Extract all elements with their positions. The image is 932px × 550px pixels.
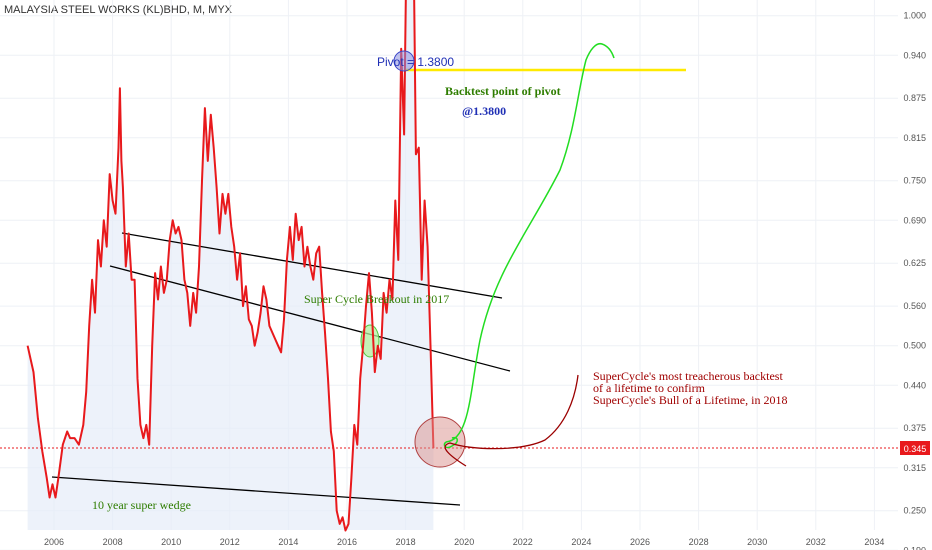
backtest-curve <box>444 374 579 467</box>
last-price-badge: 0.345 <box>900 441 930 455</box>
y-tick-label: 0.940 <box>903 50 926 60</box>
x-tick-label: 2028 <box>689 537 709 547</box>
y-tick-label: 0.250 <box>903 506 926 516</box>
breakout-label: Super Cycle Breakout in 2017 <box>304 292 449 306</box>
x-tick-label: 2016 <box>337 537 357 547</box>
wedge-bottom-line <box>51 476 461 506</box>
y-axis: 1.4401.3751.3151.2501.1901.1251.0651.000… <box>903 11 926 550</box>
projection-curve <box>445 42 615 443</box>
x-tick-label: 2012 <box>220 537 240 547</box>
x-tick-label: 2014 <box>278 537 298 547</box>
y-tick-label: 0.190 <box>903 545 926 550</box>
pivot-label: Pivot = 1.3800 <box>377 55 454 69</box>
x-tick-label: 2032 <box>806 537 826 547</box>
x-tick-label: 2008 <box>103 537 123 547</box>
x-tick-label: 2030 <box>747 537 767 547</box>
price-area-fill <box>27 0 434 531</box>
x-axis: 2006 2008 2010 2012 2014 2016 2018 2020 2022 2024… <box>44 537 884 547</box>
y-tick-label: 0.690 <box>903 215 926 225</box>
upper-channel-line <box>121 232 503 299</box>
chart-title: MALAYSIA STEEL WORKS (KL)BHD, M, MYX <box>4 4 232 16</box>
price-line <box>26 0 435 532</box>
supercycle-label-line3: SuperCycle's Bull of a Lifetime, in 2018 <box>593 393 787 407</box>
supercycle-label-line1: SuperCycle's most treacherous backtest <box>593 369 783 383</box>
x-tick-label: 2006 <box>44 537 64 547</box>
x-tick-label: 2034 <box>864 537 884 547</box>
y-tick-label: 0.750 <box>903 176 926 186</box>
y-tick-label: 0.500 <box>903 341 926 351</box>
x-tick-label: 2024 <box>571 537 591 547</box>
y-tick-label: 0.875 <box>903 93 926 103</box>
x-tick-label: 2018 <box>396 537 416 547</box>
y-tick-label: 0.440 <box>903 380 926 390</box>
x-tick-label: 2026 <box>630 537 650 547</box>
x-tick-label: 2010 <box>161 537 181 547</box>
middle-channel-line <box>109 265 511 372</box>
backtest-marker <box>414 416 466 468</box>
wedge-label: 10 year super wedge <box>92 498 191 512</box>
y-tick-label: 1.000 <box>903 11 926 21</box>
supercycle-label-line2: of a lifetime to confirm <box>593 381 706 395</box>
backtest-label-line2: @1.3800 <box>462 104 506 118</box>
last-price-badge-bg <box>900 441 930 455</box>
x-tick-label: 2020 <box>454 537 474 547</box>
y-tick-label: 0.560 <box>903 301 926 311</box>
x-tick-label: 2022 <box>513 537 533 547</box>
last-price-value: 0.345 <box>904 444 927 454</box>
pivot-marker <box>393 50 415 72</box>
y-tick-label: 0.625 <box>903 258 926 268</box>
backtest-label-line1: Backtest point of pivot <box>445 84 561 98</box>
y-tick-label: 0.815 <box>903 133 926 143</box>
y-tick-label: 0.375 <box>903 423 926 433</box>
projection-loop <box>443 436 458 449</box>
y-tick-label: 0.315 <box>903 463 926 473</box>
